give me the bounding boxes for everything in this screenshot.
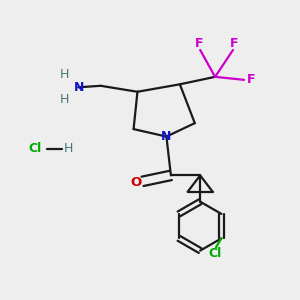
Text: Cl: Cl — [28, 142, 42, 155]
Text: F: F — [194, 38, 203, 50]
Text: H: H — [60, 93, 70, 106]
Text: N: N — [74, 81, 84, 94]
Text: Cl: Cl — [208, 248, 221, 260]
Text: N: N — [161, 130, 172, 143]
Text: H: H — [60, 68, 70, 81]
Text: F: F — [230, 38, 239, 50]
Text: O: O — [130, 176, 141, 189]
Text: H: H — [64, 142, 74, 155]
Text: F: F — [247, 73, 256, 86]
